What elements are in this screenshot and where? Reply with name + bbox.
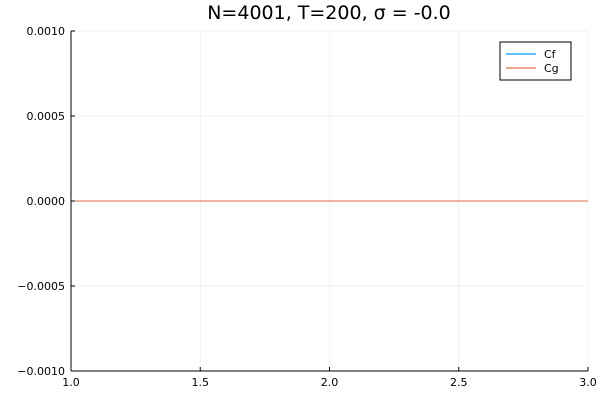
legend-label: Cg — [544, 62, 559, 75]
y-tick-label: 0.0005 — [27, 110, 66, 123]
legend-box — [499, 41, 572, 81]
x-tick-label: 2.5 — [450, 376, 468, 389]
ticks-layer: 1.0 1.5 2.0 2.5 3.0 −0.0010 −0.0005 0.0000 0.000… — [17, 25, 596, 389]
x-tick-label: 2.0 — [321, 376, 339, 389]
y-tick-label: 0.0010 — [27, 25, 66, 38]
y-tick-label: −0.0010 — [17, 365, 65, 378]
x-tick-label: 3.0 — [579, 376, 597, 389]
x-tick-label: 1.5 — [192, 376, 210, 389]
legend-label: Cf — [544, 48, 557, 61]
y-tick-label: 0.0000 — [27, 195, 66, 208]
x-tick-label: 1.0 — [62, 376, 80, 389]
y-tick-label: −0.0005 — [17, 280, 65, 293]
chart-title: N=4001, T=200, σ = -0.0 — [207, 2, 451, 24]
